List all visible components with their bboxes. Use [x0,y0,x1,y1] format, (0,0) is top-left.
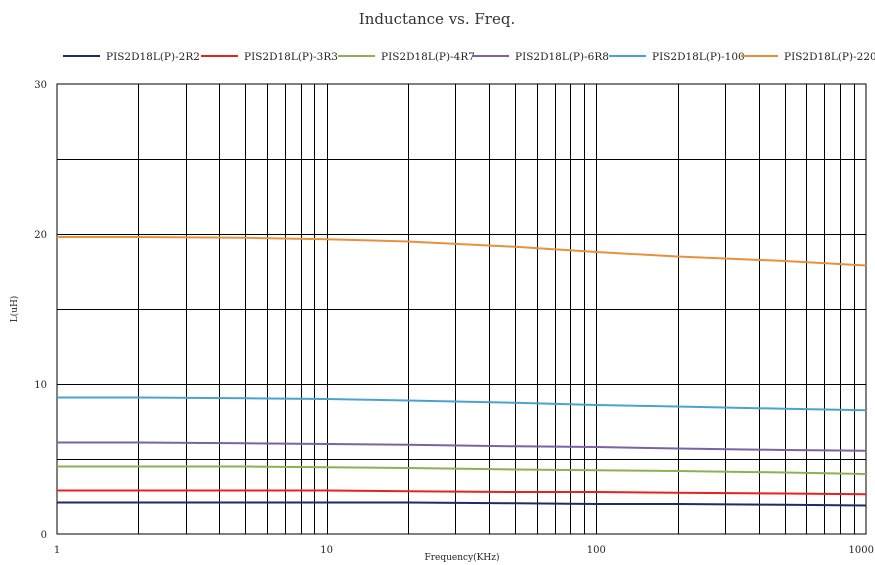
y-axis-label: L(uH) [9,296,20,323]
series-line [57,501,867,507]
series-line [57,441,867,452]
legend-label: PIS2D18L(P)-3R3 [244,51,338,63]
chart-title: Inductance vs. Freq. [359,10,515,28]
series-line [57,396,867,412]
series-line [57,465,867,475]
legend-label: PIS2D18L(P)-220 [784,51,875,63]
y-tick-label: 10 [34,380,47,391]
legend-label: PIS2D18L(P)-100 [652,51,745,63]
axis-ticks: 0 10 20 30 1 10 100 1000 [34,80,874,556]
x-tick-label: 1 [54,545,60,556]
y-tick-label: 30 [34,80,47,91]
y-tick-label: 20 [34,230,47,241]
series-layer [57,236,867,507]
y-tick-label: 0 [41,530,47,541]
x-tick-label: 10 [320,545,333,556]
legend-label: PIS2D18L(P)-2R2 [106,51,200,63]
x-tick-label: 100 [587,545,606,556]
plot-grid [56,83,867,535]
series-line [57,489,867,496]
series-line [57,236,867,267]
x-axis-label: Frequency(KHz) [424,552,499,563]
chart-legend: PIS2D18L(P)-2R2 PIS2D18L(P)-3R3 PIS2D18L(P… [63,51,875,63]
legend-label: PIS2D18L(P)-6R8 [515,51,609,63]
x-tick-label: 1000 [849,545,874,556]
legend-label: PIS2D18L(P)-4R7 [381,51,475,63]
